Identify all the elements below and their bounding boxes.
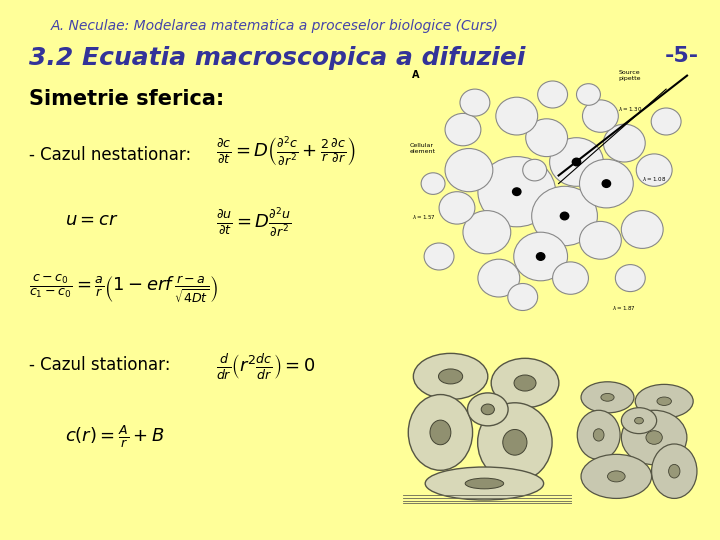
Circle shape bbox=[424, 243, 454, 270]
Circle shape bbox=[602, 180, 611, 187]
Circle shape bbox=[531, 186, 598, 246]
Text: 3.2 Ecuatia macroscopica a difuziei: 3.2 Ecuatia macroscopica a difuziei bbox=[29, 46, 526, 70]
Ellipse shape bbox=[581, 454, 652, 498]
Ellipse shape bbox=[621, 408, 657, 434]
Ellipse shape bbox=[581, 382, 634, 413]
Ellipse shape bbox=[491, 359, 559, 408]
Ellipse shape bbox=[408, 395, 472, 470]
Circle shape bbox=[496, 97, 538, 135]
Circle shape bbox=[445, 148, 493, 192]
Ellipse shape bbox=[652, 444, 697, 498]
Circle shape bbox=[445, 113, 481, 146]
Text: $\frac{d}{dr}\left(r^2\frac{dc}{dr}\right) = 0$: $\frac{d}{dr}\left(r^2\frac{dc}{dr}\righ… bbox=[216, 352, 315, 382]
Text: - Cazul stationar:: - Cazul stationar: bbox=[29, 356, 171, 374]
Text: A: A bbox=[412, 70, 420, 80]
Ellipse shape bbox=[646, 431, 662, 444]
Circle shape bbox=[560, 212, 569, 220]
Ellipse shape bbox=[593, 429, 604, 441]
Circle shape bbox=[478, 157, 556, 227]
Text: $u = cr$: $u = cr$ bbox=[65, 211, 119, 228]
Text: -5-: -5- bbox=[665, 46, 698, 66]
Ellipse shape bbox=[669, 464, 680, 478]
Circle shape bbox=[538, 81, 567, 108]
Ellipse shape bbox=[634, 417, 644, 424]
Text: $\lambda = 1.08$: $\lambda = 1.08$ bbox=[642, 175, 667, 183]
Circle shape bbox=[580, 221, 621, 259]
Ellipse shape bbox=[503, 429, 527, 455]
Ellipse shape bbox=[426, 467, 544, 500]
Ellipse shape bbox=[465, 478, 504, 489]
Circle shape bbox=[621, 211, 663, 248]
Text: $\frac{\partial c}{\partial t} = D\left(\frac{\partial^2 c}{\partial r^2} + \fra: $\frac{\partial c}{\partial t} = D\left(… bbox=[216, 135, 356, 168]
Ellipse shape bbox=[601, 394, 614, 401]
Circle shape bbox=[526, 119, 567, 157]
Circle shape bbox=[523, 159, 546, 181]
Text: $\frac{\partial u}{\partial t} = D\frac{\partial^2 u}{\partial r^2}$: $\frac{\partial u}{\partial t} = D\frac{… bbox=[216, 205, 292, 239]
Circle shape bbox=[603, 124, 645, 162]
Ellipse shape bbox=[577, 410, 620, 460]
Text: $\lambda = 1.87$: $\lambda = 1.87$ bbox=[613, 305, 636, 313]
Circle shape bbox=[636, 154, 672, 186]
Ellipse shape bbox=[635, 384, 693, 418]
Circle shape bbox=[536, 253, 545, 260]
Ellipse shape bbox=[657, 397, 672, 406]
Ellipse shape bbox=[430, 420, 451, 445]
Circle shape bbox=[463, 211, 510, 254]
Circle shape bbox=[616, 265, 645, 292]
Text: Source
pipette: Source pipette bbox=[618, 70, 641, 81]
Circle shape bbox=[553, 262, 588, 294]
Circle shape bbox=[580, 159, 634, 208]
Circle shape bbox=[514, 232, 567, 281]
Circle shape bbox=[577, 84, 600, 105]
Circle shape bbox=[508, 284, 538, 310]
Ellipse shape bbox=[608, 471, 625, 482]
Ellipse shape bbox=[413, 353, 488, 400]
Circle shape bbox=[478, 259, 520, 297]
Text: $\frac{c - c_0}{c_1 - c_0} = \frac{a}{r}\left(1 - erf\,\frac{r-a}{\sqrt{4Dt}}\ri: $\frac{c - c_0}{c_1 - c_0} = \frac{a}{r}… bbox=[29, 273, 218, 306]
Ellipse shape bbox=[621, 410, 687, 465]
Circle shape bbox=[582, 100, 618, 132]
Text: - Cazul nestationar:: - Cazul nestationar: bbox=[29, 146, 191, 164]
Ellipse shape bbox=[438, 369, 463, 384]
Ellipse shape bbox=[514, 375, 536, 391]
Ellipse shape bbox=[481, 404, 495, 415]
Circle shape bbox=[460, 89, 490, 116]
Circle shape bbox=[651, 108, 681, 135]
Text: $\lambda = 1.30$: $\lambda = 1.30$ bbox=[618, 105, 642, 113]
Circle shape bbox=[572, 158, 581, 166]
Circle shape bbox=[439, 192, 475, 224]
Text: Cellular
element: Cellular element bbox=[409, 143, 435, 154]
Text: $c(r) = \frac{A}{r} + B$: $c(r) = \frac{A}{r} + B$ bbox=[65, 424, 164, 450]
Circle shape bbox=[549, 138, 603, 186]
Ellipse shape bbox=[467, 393, 508, 426]
Text: A. Neculae: Modelarea matematica a proceselor biologice (Curs): A. Neculae: Modelarea matematica a proce… bbox=[50, 19, 498, 33]
Circle shape bbox=[513, 188, 521, 195]
Text: Simetrie sferica:: Simetrie sferica: bbox=[29, 89, 224, 109]
Ellipse shape bbox=[477, 403, 552, 482]
Text: $\lambda = 1.57$: $\lambda = 1.57$ bbox=[412, 213, 436, 221]
Circle shape bbox=[421, 173, 445, 194]
